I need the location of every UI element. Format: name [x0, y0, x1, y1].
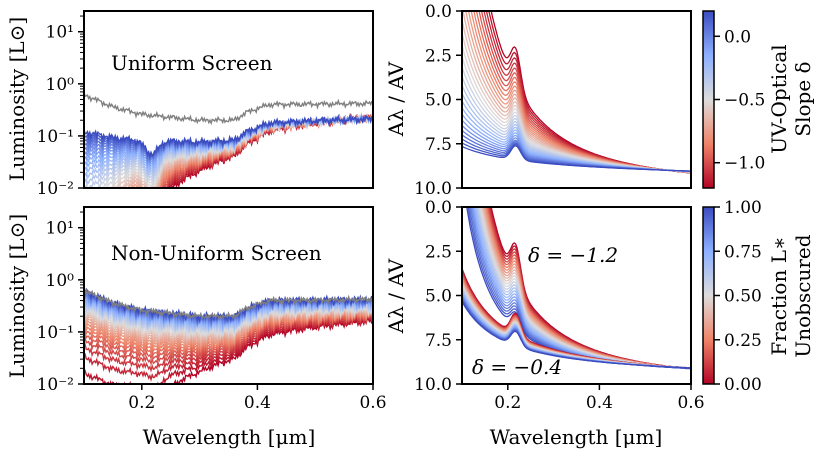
attenuation-curves-uniform [462, 11, 691, 174]
panel-uniform-luminosity: Uniform Screen Luminosity [L⊙] 10¹ 10⁰ 10⁻… [5, 10, 374, 199]
y-tick-label: 10.0 [414, 179, 452, 199]
y-tick-label: 5.0 [425, 91, 452, 111]
x-tick-label: 0.2 [128, 393, 155, 413]
colorbar-label-line1: UV-Optical [767, 44, 791, 153]
annotation-delta-low: δ = −0.4 [472, 355, 562, 379]
panel-annotation: Non-Uniform Screen [111, 241, 322, 265]
colorbar-label-line2: Slope δ [791, 61, 815, 136]
colorbar-tick-label: 0.0 [724, 27, 751, 47]
y-tick-label: 7.5 [425, 135, 452, 155]
y-axis-label: Luminosity [L⊙] [5, 17, 29, 181]
attenuation-curves-nonuniform [462, 207, 691, 370]
unattenuated-spectrum [84, 288, 373, 322]
spectrum-series [84, 114, 373, 159]
y-tick-label: 10.0 [414, 375, 452, 395]
colorbar-slope: 0.0 −0.5 −1.0 UV-Optical Slope δ [702, 10, 815, 189]
colorbar-tick-label: 0.50 [724, 287, 762, 307]
y-tick-label: 10⁻¹ [37, 323, 74, 343]
attenuation-series [462, 93, 691, 173]
colorbar-tick-label: 0.00 [724, 375, 762, 395]
colorbar-tick-label: 0.25 [724, 331, 762, 351]
y-tick-label: 10⁻² [37, 179, 74, 199]
colorbar-label-line2: Unobscured [791, 234, 815, 357]
colorbar-label-line1: Fraction L∗ [767, 236, 791, 355]
y-tick-label: 0.0 [425, 2, 452, 22]
y-ticks: 10.0 7.5 5.0 2.5 0.0 [414, 2, 462, 199]
annotation-delta-high: δ = −1.2 [528, 243, 618, 267]
y-axis-label: Aλ / AV [384, 258, 408, 334]
y-tick-label: 10¹ [46, 219, 74, 239]
y-tick-label: 10⁻¹ [37, 127, 74, 147]
colorbar-fraction: 1.00 0.75 0.50 0.25 0.00 Fraction L∗ Unobscu… [702, 198, 815, 395]
x-tick-label: 0.6 [677, 393, 704, 413]
panel-annotation: Uniform Screen [111, 51, 273, 75]
x-tick-label: 0.6 [359, 393, 386, 413]
y-axis-label: Aλ / AV [384, 61, 408, 137]
y-tick-label: 0.0 [425, 198, 452, 218]
colorbar-gradient [702, 10, 715, 189]
y-ticks: 10¹ 10⁰ 10⁻¹ 10⁻² [37, 15, 84, 199]
unattenuated-spectrum [84, 92, 373, 126]
y-ticks: 10.0 7.5 5.0 2.5 0.0 [414, 198, 462, 395]
attenuation-series [462, 301, 691, 369]
panel-nonuniform-attenuation: δ = −1.2 δ = −0.4 Aλ / AV Wavelength [μm… [384, 198, 705, 449]
colorbar-tick-label: −0.5 [724, 91, 765, 111]
attenuation-series [462, 145, 691, 172]
colorbar-ticks: 1.00 0.75 0.50 0.25 0.00 [714, 198, 762, 395]
y-tick-label: 10⁰ [46, 75, 75, 95]
colorbar-tick-label: −1.0 [724, 154, 765, 174]
y-tick-label: 2.5 [425, 242, 452, 262]
colorbar-gradient [702, 206, 715, 385]
x-ticks: 0.2 0.4 0.6 [494, 384, 705, 413]
panel-uniform-attenuation: Aλ / AV 10.0 7.5 5.0 2.5 0.0 [384, 2, 692, 199]
x-tick-label: 0.4 [244, 393, 271, 413]
spectra-curves-nonuniform [84, 287, 373, 384]
y-tick-label: 7.5 [425, 331, 452, 351]
colorbar-ticks: 0.0 −0.5 −1.0 [714, 27, 765, 174]
x-ticks: 0.2 0.4 0.6 [128, 384, 387, 413]
y-tick-label: 10⁰ [46, 271, 75, 291]
y-tick-label: 5.0 [425, 287, 452, 307]
spectra-curves-uniform [84, 92, 373, 188]
y-tick-label: 10¹ [46, 23, 74, 43]
x-tick-label: 0.2 [494, 393, 521, 413]
y-tick-label: 10⁻² [37, 375, 74, 395]
attenuation-series [478, 207, 691, 370]
y-ticks: 10¹ 10⁰ 10⁻¹ 10⁻² [37, 211, 84, 395]
colorbar-tick-label: 1.00 [724, 198, 762, 218]
panel-nonuniform-luminosity: Non-Uniform Screen Luminosity [L⊙] Wavel… [5, 206, 387, 449]
colorbar-tick-label: 0.75 [724, 242, 762, 262]
x-tick-label: 0.4 [586, 393, 613, 413]
x-axis-label: Wavelength [μm] [143, 425, 316, 449]
x-axis-label: Wavelength [μm] [490, 425, 663, 449]
y-tick-label: 2.5 [425, 46, 452, 66]
y-axis-label: Luminosity [L⊙] [5, 214, 29, 378]
